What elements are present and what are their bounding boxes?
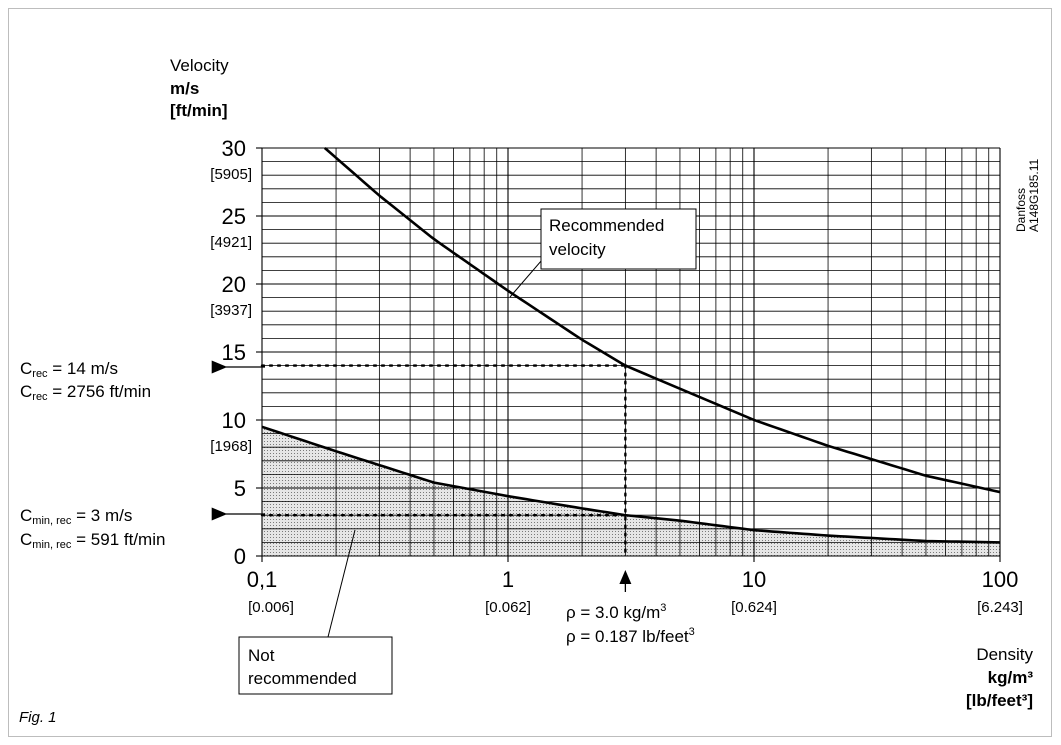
rho-imperial: ρ = 0.187 lb/feet3	[566, 626, 695, 646]
watermark-brand: Danfoss	[1014, 188, 1028, 232]
y-axis-unit-imperial: [ft/min]	[170, 101, 228, 120]
y-tick-label: 25	[222, 204, 246, 229]
x-tick-label-imperial: [0.624]	[731, 599, 777, 616]
y-tick-label-imperial: [3937]	[210, 302, 252, 319]
x-axis-title: Density	[976, 645, 1033, 664]
y-tick-label: 0	[234, 544, 246, 569]
c-min-metric: Cmin, rec = 3 m/s	[20, 506, 132, 527]
c-rec-metric: Crec = 14 m/s	[20, 359, 118, 380]
y-tick-label: 30	[222, 136, 246, 161]
not-recommended-line2: recommended	[248, 669, 357, 688]
not-recommended-line1: Not	[248, 646, 275, 665]
recommended-velocity-curve	[323, 147, 1001, 494]
x-tick-label: 100	[982, 567, 1019, 592]
figure-frame	[8, 8, 1052, 737]
watermark-code: A148G185.11	[1027, 159, 1041, 232]
rho-metric: ρ = 3.0 kg/m3	[566, 602, 666, 622]
x-axis-unit: kg/m³	[988, 668, 1034, 687]
c-rec-imperial: Crec = 2756 ft/min	[20, 382, 151, 403]
y-axis-unit: m/s	[170, 79, 199, 98]
y-tick-label-imperial: [4921]	[210, 234, 252, 251]
c-min-imperial: Cmin, rec = 591 ft/min	[20, 530, 165, 551]
minimum-velocity-curve	[261, 425, 1001, 544]
y-tick-label: 5	[234, 476, 246, 501]
x-axis-unit-imperial: [lb/feet³]	[966, 691, 1033, 710]
recommended-callout-box	[540, 208, 697, 270]
recommended-callout-line2: velocity	[549, 240, 606, 259]
recommended-callout-line1: Recommended	[549, 216, 664, 235]
y-tick-label: 15	[222, 340, 246, 365]
not-recommended-callout-box	[238, 636, 393, 695]
not-recommended-leader-line	[327, 529, 356, 638]
y-tick-label: 20	[222, 272, 246, 297]
x-tick-label: 10	[742, 567, 766, 592]
x-tick-label: 0,1	[247, 567, 278, 592]
not-recommended-region	[262, 426, 1000, 556]
x-tick-label-imperial: [0.062]	[485, 599, 531, 616]
x-tick-label: 1	[502, 567, 514, 592]
figure-caption: Fig. 1	[19, 709, 57, 726]
y-axis-title: Velocity	[170, 56, 229, 75]
y-tick-label-imperial: [1968]	[210, 438, 252, 455]
density-arrow	[619, 570, 632, 584]
x-tick-label-imperial: [0.006]	[248, 599, 294, 616]
x-tick-label-imperial: [6.243]	[977, 599, 1023, 616]
y-tick-label-imperial: [5905]	[210, 166, 252, 183]
y-tick-label: 10	[222, 408, 246, 433]
